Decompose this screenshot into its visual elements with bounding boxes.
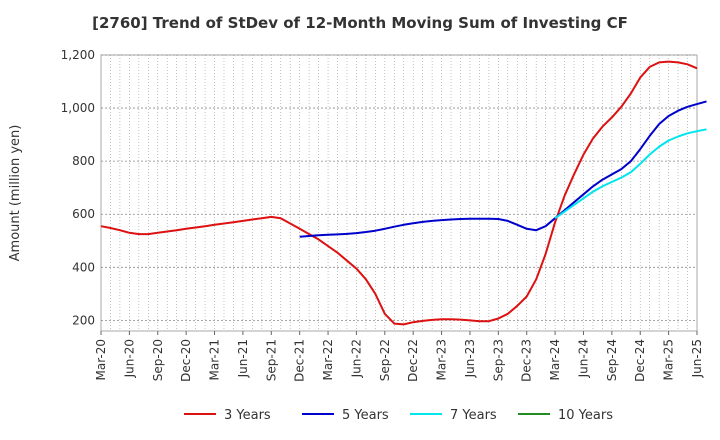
legend-label: 3 Years xyxy=(224,408,271,423)
x-tick-label: Dec-20 xyxy=(179,339,193,382)
x-tick-label: Mar-22 xyxy=(321,339,335,380)
x-axis-ticks: Mar-20 Jun-20 Sep-20 Dec-20 Mar-21 Jun-21 Sep-… xyxy=(94,331,704,382)
legend: 3 Years 5 Years 7 Years 10 Years xyxy=(184,408,613,423)
x-tick-label: Sep-23 xyxy=(491,339,505,381)
y-tick-label: 1,000 xyxy=(61,101,95,115)
y-tick-label: 1,200 xyxy=(61,48,95,62)
x-tick-label: Sep-20 xyxy=(151,339,165,381)
x-tick-label: Sep-22 xyxy=(378,339,392,381)
x-tick-label: Jun-21 xyxy=(236,339,250,378)
chart-title: [2760] Trend of StDev of 12-Month Moving… xyxy=(92,14,628,32)
x-tick-label: Dec-23 xyxy=(520,339,534,382)
legend-label: 7 Years xyxy=(450,408,497,423)
y-tick-label: 800 xyxy=(72,154,95,168)
x-tick-label: Mar-21 xyxy=(208,339,222,380)
x-tick-label: Mar-25 xyxy=(662,339,676,380)
y-tick-label: 400 xyxy=(72,260,95,274)
plot-area xyxy=(100,54,698,332)
legend-label: 10 Years xyxy=(558,408,613,423)
series-line-5-years xyxy=(299,100,707,238)
x-tick-label: Dec-22 xyxy=(406,339,420,382)
legend-label: 5 Years xyxy=(342,408,389,423)
x-tick-label: Sep-21 xyxy=(264,339,278,381)
x-tick-label: Mar-23 xyxy=(435,339,449,380)
x-tick-label: Jun-23 xyxy=(463,339,477,378)
y-axis-ticks: 200 400 600 800 1,000 1,200 xyxy=(61,48,95,327)
series-line-3-years xyxy=(100,60,698,326)
x-tick-label: Dec-21 xyxy=(293,339,307,382)
x-tick-label: Jun-25 xyxy=(690,339,704,378)
series-lines xyxy=(100,60,707,326)
x-tick-label: Dec-24 xyxy=(633,339,647,382)
x-tick-label: Mar-24 xyxy=(548,339,562,380)
x-tick-label: Mar-20 xyxy=(94,339,108,380)
y-tick-label: 600 xyxy=(72,207,95,221)
y-axis-title: Amount (million yen) xyxy=(8,125,23,262)
x-tick-label: Jun-20 xyxy=(122,339,136,378)
grid-lines xyxy=(101,54,697,331)
y-tick-label: 200 xyxy=(72,313,95,327)
series-line-7-years xyxy=(554,128,707,220)
x-tick-label: Jun-22 xyxy=(349,339,363,378)
x-tick-label: Jun-24 xyxy=(576,339,590,378)
x-tick-label: Sep-24 xyxy=(605,339,619,381)
